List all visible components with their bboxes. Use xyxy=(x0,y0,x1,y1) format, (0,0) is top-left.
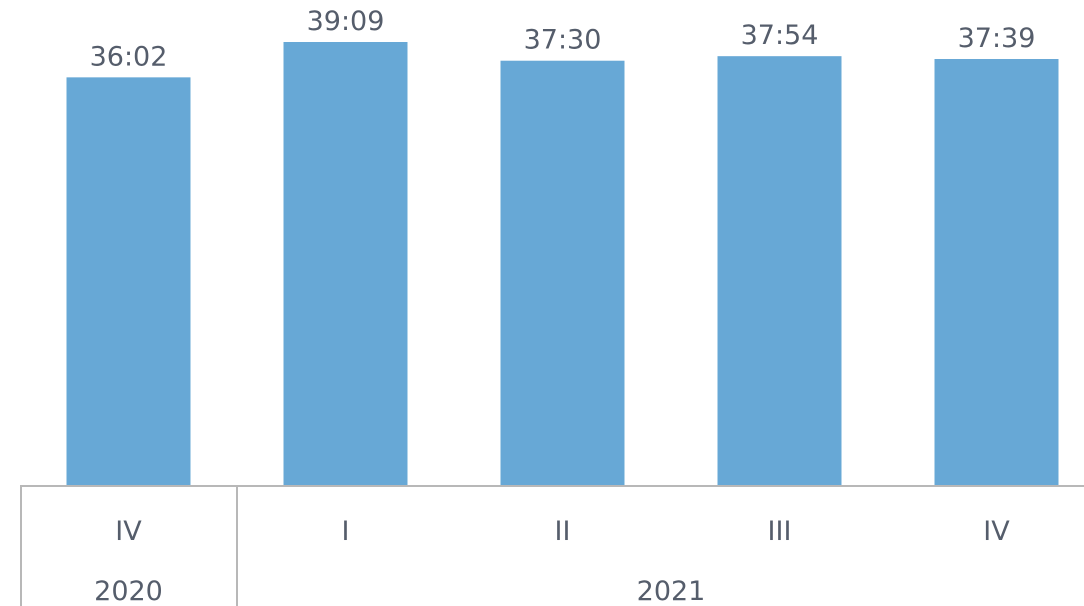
group-label-2020: 2020 xyxy=(94,576,163,606)
data-label-2: 39:09 xyxy=(307,6,385,37)
value-labels-layer: 36:02 39:09 37:30 37:54 37:39 xyxy=(90,6,1036,72)
group-labels-layer: 2020 2021 xyxy=(94,576,705,606)
category-axis xyxy=(20,485,1084,606)
bar-2 xyxy=(283,42,408,486)
tick-label-3: II xyxy=(555,516,571,547)
data-label-3: 37:30 xyxy=(524,25,602,56)
bar-5 xyxy=(934,59,1059,486)
group-label-2021: 2021 xyxy=(637,576,706,606)
bar-1 xyxy=(66,77,191,486)
data-label-5: 37:39 xyxy=(958,23,1036,54)
data-label-1: 36:02 xyxy=(90,41,168,72)
data-label-4: 37:54 xyxy=(741,20,819,51)
tick-labels-layer: IV I II III IV xyxy=(115,516,1010,547)
tick-label-5: IV xyxy=(983,516,1010,547)
bar-3 xyxy=(500,60,625,486)
tick-label-1: IV xyxy=(115,516,142,547)
bars-layer xyxy=(66,42,1059,487)
bar-4 xyxy=(717,56,842,487)
tick-label-2: I xyxy=(342,516,350,547)
tick-label-4: III xyxy=(768,516,792,547)
